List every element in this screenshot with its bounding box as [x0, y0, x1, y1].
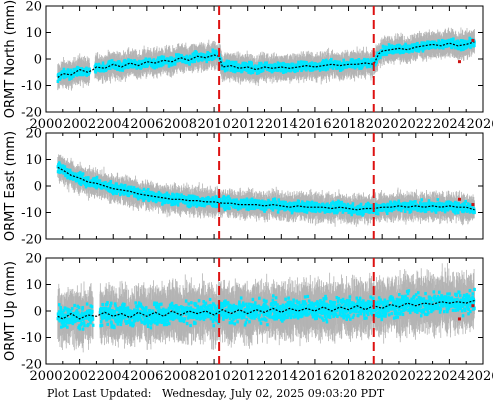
plot-area	[56, 154, 476, 227]
y-tick-label: 0	[34, 180, 42, 195]
plot-area	[56, 263, 476, 353]
x-tick-label: 2012	[231, 117, 264, 132]
ticks	[45, 5, 484, 113]
x-tick-label: 2008	[164, 117, 197, 132]
outlier-point	[471, 304, 475, 308]
y-tick-label: -10	[21, 331, 42, 346]
ticks	[45, 132, 484, 240]
y-axis-label: ORMT North (mm)	[3, 0, 18, 118]
x-tick-label: 2008	[164, 369, 197, 384]
x-tick-label: 2000	[29, 369, 62, 384]
y-tick-label: -20	[21, 358, 42, 373]
x-tick-label: 2002	[63, 369, 96, 384]
y-tick-label: 20	[25, 252, 42, 267]
x-tick-label: 2020	[366, 369, 399, 384]
y-tick-label: 0	[34, 305, 42, 320]
x-tick-label: 2018	[332, 369, 365, 384]
y-tick-label: -10	[21, 79, 42, 94]
outlier-points	[457, 304, 475, 321]
trend-line	[57, 299, 475, 320]
data-points	[56, 161, 476, 217]
y-tick-label: 0	[34, 53, 42, 68]
error-bars	[57, 27, 475, 91]
y-axis-label: ORMT Up (mm)	[3, 261, 18, 361]
panel-2: -20 -10 0 10 20 ORMT East (mm)	[3, 127, 484, 248]
y-tick-label: 20	[25, 0, 42, 15]
y-tick-label: -20	[21, 106, 42, 121]
y-tick-label: 10	[25, 153, 42, 168]
x-tick-label: 2000	[29, 117, 62, 132]
outlier-points	[457, 38, 475, 64]
x-tick-label: 2024	[433, 369, 466, 384]
x-tick-label: 2014	[265, 369, 298, 384]
x-tick-label: 2022	[399, 117, 432, 132]
x-tick-label: 2016	[298, 369, 331, 384]
footer-date: Wednesday, July 02, 2025 09:03:20 PDT	[161, 387, 385, 400]
footer-timestamp: Plot Last Updated: Wednesday, July 02, 2…	[47, 387, 384, 400]
x-tick-label: 2012	[231, 369, 264, 384]
outlier-point	[457, 60, 461, 64]
x-tick-label: 2026	[466, 117, 493, 132]
plot-area	[56, 27, 476, 91]
x-tick-label: 2016	[298, 117, 331, 132]
x-tick-label: 2006	[130, 369, 163, 384]
x-tick-label: 2002	[63, 117, 96, 132]
outlier-point	[457, 197, 461, 201]
footer-label: Plot Last Updated:	[47, 387, 152, 400]
y-tick-label: -20	[21, 233, 42, 248]
y-axis-label: ORMT East (mm)	[3, 131, 18, 241]
outlier-point	[457, 317, 461, 321]
x-tick-label: 2004	[97, 117, 130, 132]
x-tick-label: 2010	[198, 117, 231, 132]
outlier-point	[471, 203, 475, 207]
y-tick-label: 10	[25, 278, 42, 293]
x-tick-label: 2018	[332, 117, 365, 132]
x-tick-label: 2026	[466, 369, 493, 384]
x-tick-label: 2024	[433, 117, 466, 132]
outlier-points	[457, 197, 475, 207]
x-tick-label: 2010	[198, 369, 231, 384]
x-tick-label: 2014	[265, 117, 298, 132]
trend-line	[57, 166, 475, 211]
ticks	[45, 257, 484, 365]
y-tick-label: -10	[21, 206, 42, 221]
y-tick-label: 10	[25, 26, 42, 41]
x-tick-label: 2006	[130, 117, 163, 132]
outlier-point	[471, 38, 475, 42]
x-tick-label: 2020	[366, 117, 399, 132]
x-tick-label: 2022	[399, 369, 432, 384]
y-tick-label: 20	[25, 127, 42, 142]
x-tick-label: 2004	[97, 369, 130, 384]
